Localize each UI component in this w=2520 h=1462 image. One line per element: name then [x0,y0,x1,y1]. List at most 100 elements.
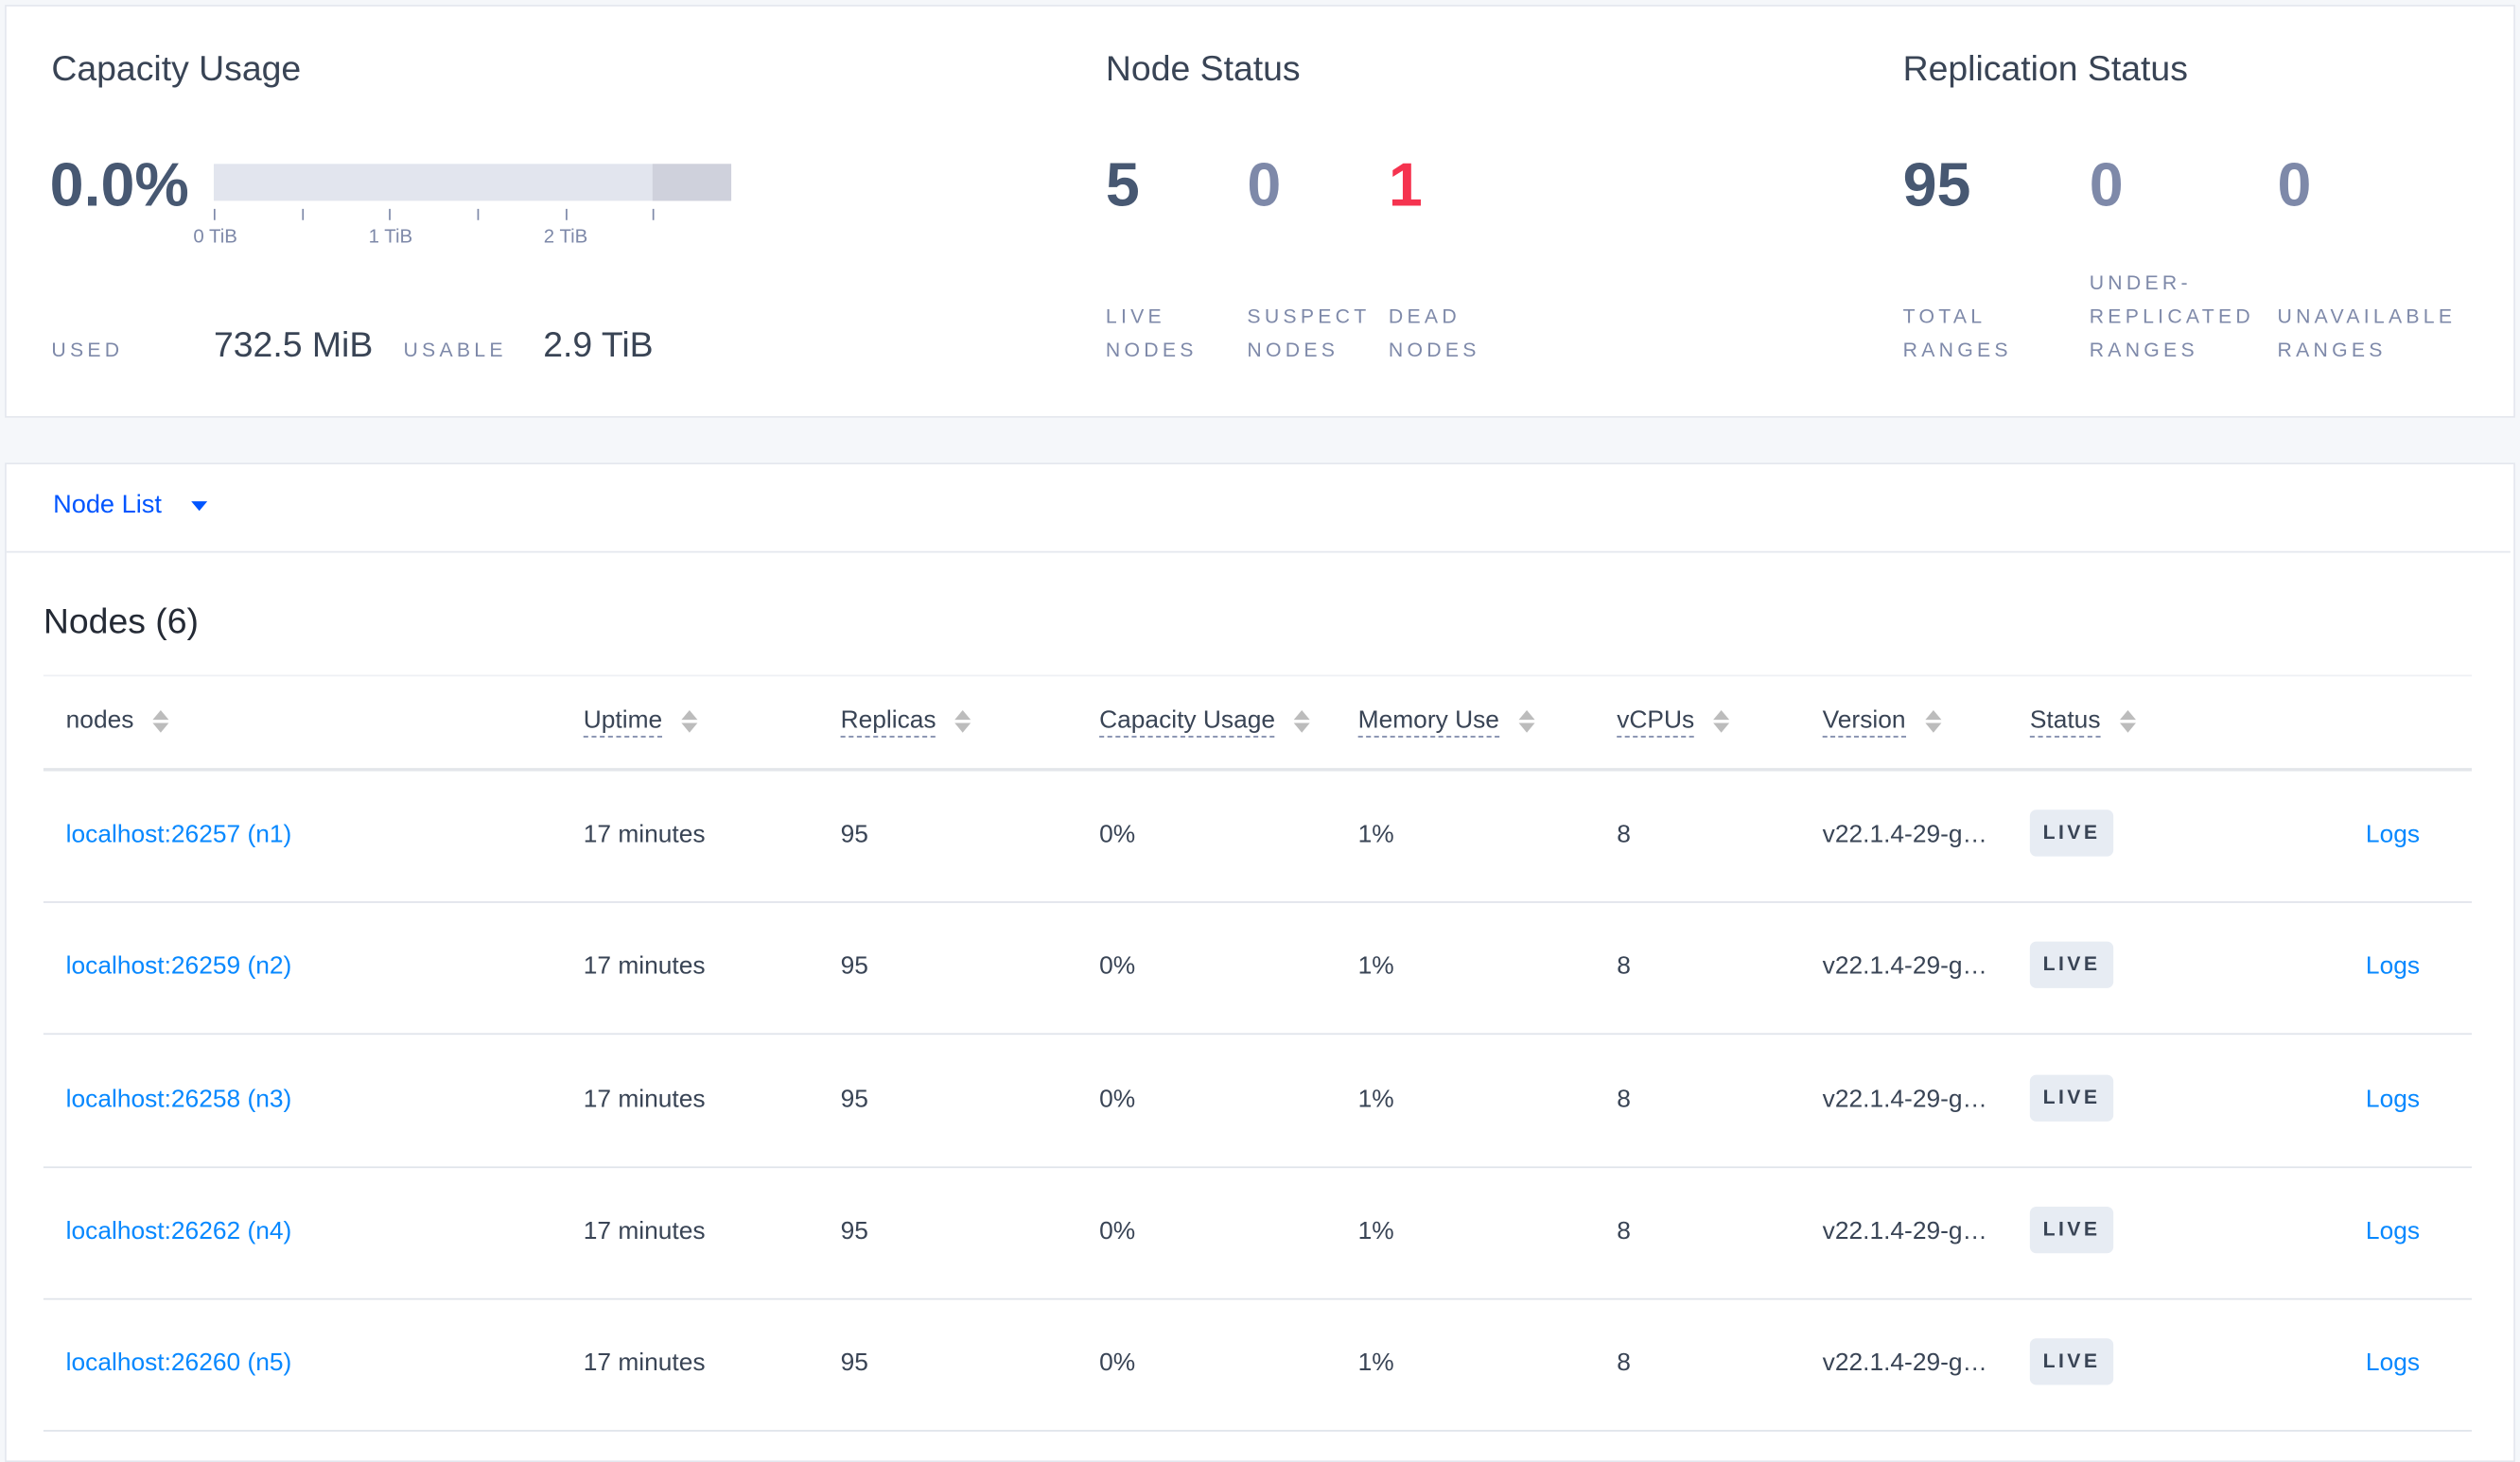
cell-capacity: 0% [1099,1085,1136,1113]
column-header-version[interactable]: Version [1822,706,1941,738]
label-line: RANGES [2089,339,2198,362]
capacity-bar [213,164,732,201]
capacity-percent: 0.0% [49,152,189,220]
cell-memory: 1% [1357,1349,1394,1378]
axis-tick-label: 1 TiB [368,224,413,248]
table-row: localhost:26257 (n1) 17 minutes 95 0% 1% 8 v22… [43,770,2473,903]
table-row: localhost:26262 (n4) 17 minutes 95 0% 1% 8 v22… [43,1166,2473,1300]
total-ranges-count: 95 [1902,152,1971,220]
total-ranges-label: TOTAL RANGES [1903,301,2012,368]
node-link[interactable]: localhost:26259 (n2) [65,953,292,981]
divider [43,674,2473,677]
label-line: SUSPECT [1247,305,1371,328]
label-line: RANGES [1902,339,2012,362]
status-badge: LIVE [2029,1338,2114,1385]
suspect-nodes-label: SUSPECT NODES [1247,301,1370,368]
label-line: NODES [1388,339,1480,362]
summary-card [5,5,2515,418]
column-header-memory-use[interactable]: Memory Use [1357,706,1535,738]
label-line: TOTAL [1902,305,1986,328]
column-header-label: Status [2029,706,2101,738]
status-badge: LIVE [2029,1206,2114,1254]
logs-link[interactable]: Logs [2365,1349,2421,1378]
cell-uptime: 17 minutes [583,1085,706,1113]
cell-version: v22.1.4-29-g… [1822,1349,1987,1378]
used-value: 732.5 MiB [213,324,374,365]
sort-icon[interactable] [2119,709,2136,733]
column-header-label: nodes [65,706,134,735]
axis-tick [652,208,655,220]
label-line: NODES [1105,339,1198,362]
node-link[interactable]: localhost:26262 (n4) [65,1217,292,1245]
usable-label: USABLE [403,339,507,362]
cell-vcpus: 8 [1617,1217,1631,1245]
label-line: REPLICATED [2089,305,2254,328]
cell-uptime: 17 minutes [583,1349,706,1378]
axis-tick [302,208,305,220]
cell-memory: 1% [1357,953,1394,981]
caret-down-icon [191,500,208,511]
cell-capacity: 0% [1099,1217,1136,1245]
replication-status-title: Replication Status [1902,47,2188,89]
table-row: localhost:26258 (n3) 17 minutes 95 0% 1% 8 v22… [43,1034,2473,1168]
node-link[interactable]: localhost:26260 (n5) [65,1349,292,1378]
cell-memory: 1% [1357,1217,1394,1245]
column-header-status[interactable]: Status [2029,706,2136,738]
logs-link[interactable]: Logs [2365,1217,2421,1245]
column-header-capacity-usage[interactable]: Capacity Usage [1099,706,1311,738]
cell-version: v22.1.4-29-g… [1822,1085,1987,1113]
cell-vcpus: 8 [1617,821,1631,849]
column-header-uptime[interactable]: Uptime [583,706,698,738]
column-header-label: Capacity Usage [1099,706,1275,738]
cell-replicas: 95 [840,953,868,981]
cell-vcpus: 8 [1617,953,1631,981]
node-link[interactable]: localhost:26258 (n3) [65,1085,292,1113]
column-header-label: Replicas [840,706,936,738]
cell-memory: 1% [1357,1085,1394,1113]
status-badge: LIVE [2029,809,2114,857]
live-nodes-label: LIVE NODES [1106,301,1198,368]
column-header-label: Version [1822,706,1906,738]
column-header-label: Uptime [583,706,663,738]
column-header-label: vCPUs [1617,706,1695,738]
sort-icon[interactable] [681,709,698,733]
cell-replicas: 95 [840,1085,868,1113]
unavailable-ranges-label: UNAVAILABLE RANGES [2277,301,2456,368]
cell-capacity: 0% [1099,1349,1136,1378]
column-header-nodes[interactable]: nodes [66,707,169,737]
used-label: USED [51,339,124,362]
sort-icon[interactable] [152,709,169,733]
sort-icon[interactable] [1713,709,1730,733]
logs-link[interactable]: Logs [2365,821,2421,849]
cell-version: v22.1.4-29-g… [1822,953,1987,981]
status-badge: LIVE [2029,1073,2114,1122]
sort-icon[interactable] [1294,709,1311,733]
sort-icon[interactable] [954,709,971,733]
capacity-usage-title: Capacity Usage [51,47,302,89]
header-divider [43,768,2473,771]
node-link[interactable]: localhost:26257 (n1) [65,821,292,849]
axis-tick-label: 0 TiB [193,224,237,248]
label-line: DEAD [1388,305,1461,328]
sort-icon[interactable] [1518,709,1535,733]
cell-uptime: 17 minutes [583,821,706,849]
axis-tick [213,208,216,220]
label-line: LIVE [1105,305,1165,328]
view-selector-label: Node List [53,491,162,519]
divider [6,550,2511,553]
node-status-title: Node Status [1105,47,1301,89]
cell-replicas: 95 [840,1349,868,1378]
column-header-vcpus[interactable]: vCPUs [1617,706,1730,738]
label-line: UNDER- [2089,271,2192,294]
cell-vcpus: 8 [1617,1085,1631,1113]
sort-icon[interactable] [1924,709,1941,733]
logs-link[interactable]: Logs [2365,953,2421,981]
axis-tick [389,208,391,220]
logs-link[interactable]: Logs [2365,1085,2421,1113]
axis-tick [566,208,568,220]
usable-value: 2.9 TiB [543,324,654,365]
view-selector-dropdown[interactable]: Node List [53,491,208,521]
cell-uptime: 17 minutes [583,1217,706,1245]
capacity-bar-reserved [652,164,732,201]
column-header-replicas[interactable]: Replicas [840,706,971,738]
